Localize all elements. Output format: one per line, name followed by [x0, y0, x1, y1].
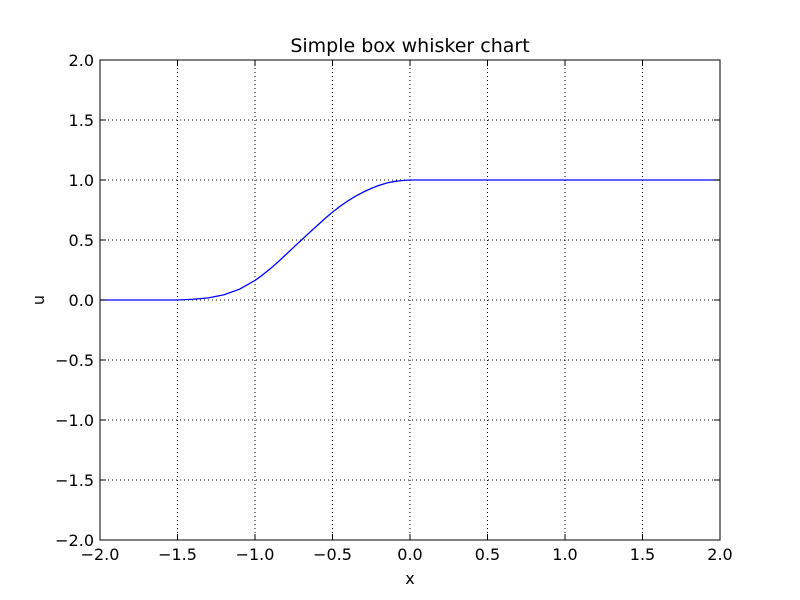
y-tick-label: −2.0: [55, 531, 94, 550]
x-tick-label: 1.5: [630, 545, 655, 564]
x-tick-label: −0.5: [313, 545, 352, 564]
y-axis-label: u: [29, 295, 48, 305]
x-axis-label: x: [405, 569, 414, 588]
x-tick-label: −2.0: [81, 545, 120, 564]
x-tick-label: −1.5: [158, 545, 197, 564]
series-layer: [100, 179, 720, 301]
y-tick-label: 2.0: [69, 51, 94, 70]
y-tick-label: 1.5: [69, 111, 94, 130]
x-tick-label: −1.0: [236, 545, 275, 564]
x-tick-label: 2.0: [707, 545, 732, 564]
x-tick-label: 0.0: [397, 545, 422, 564]
x-tick-label: 0.5: [475, 545, 500, 564]
y-tick-label: −0.5: [55, 351, 94, 370]
y-tick-label: −1.5: [55, 471, 94, 490]
ticks: −2.0 −1.5 −1.0 −0.5 0.0 0.5 1.0 1.5 2.0 −2.0 −1.5 −…: [55, 51, 733, 564]
y-tick-label: 1.0: [69, 171, 94, 190]
series-line: [100, 179, 720, 301]
y-tick-label: 0.5: [69, 231, 94, 250]
chart-title: Simple box whisker chart: [290, 35, 529, 57]
y-tick-label: −1.0: [55, 411, 94, 430]
y-tick-label: 0.0: [69, 291, 94, 310]
x-tick-label: 1.0: [552, 545, 577, 564]
